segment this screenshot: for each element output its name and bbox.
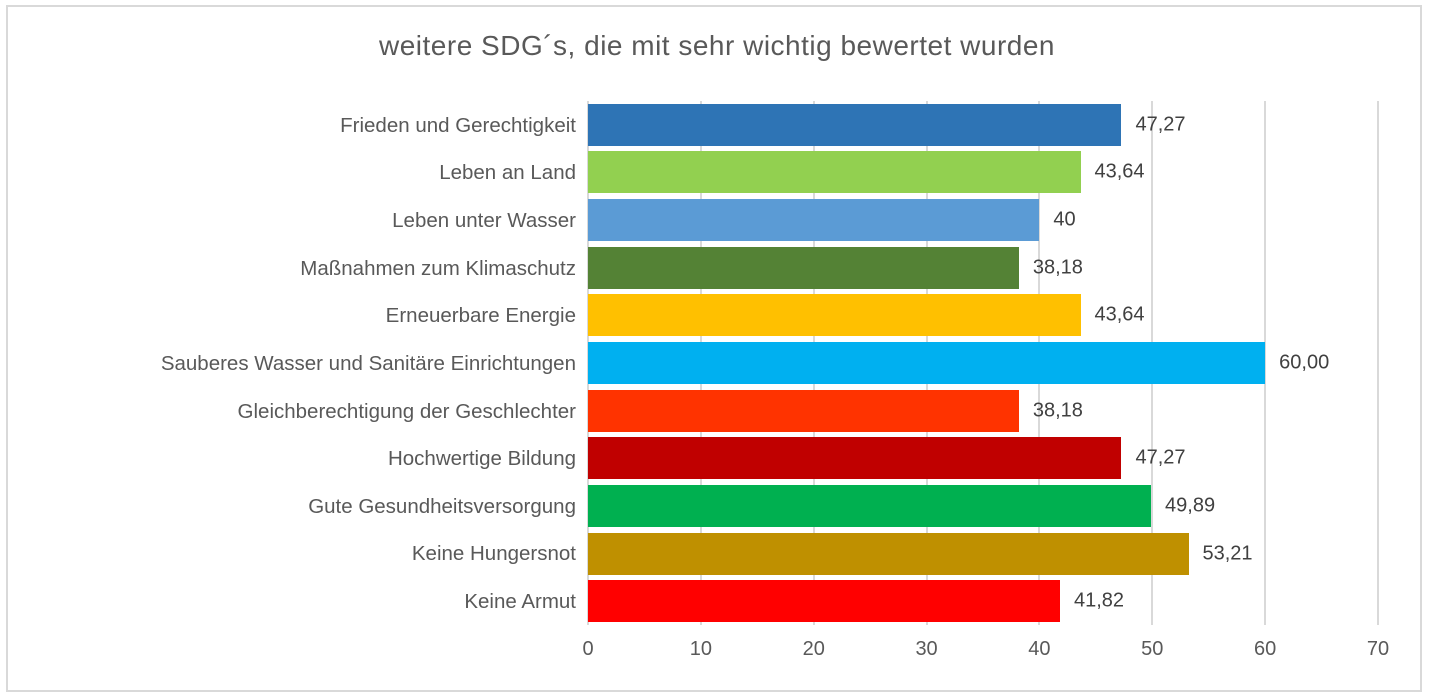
bar-row: 41,82 (588, 577, 1378, 625)
category-label: Sauberes Wasser und Sanitäre Einrichtung… (0, 339, 576, 387)
x-tick-label: 70 (1366, 638, 1390, 660)
gridline-60 (1264, 101, 1267, 625)
category-label-text: Leben an Land (439, 161, 576, 185)
bar-row: 49,89 (588, 482, 1378, 530)
bar-row: 38,18 (588, 244, 1378, 292)
data-label: 41,82 (1073, 589, 1125, 612)
category-label-text: Hochwertige Bildung (387, 447, 576, 471)
x-tick-label: 60 (1254, 638, 1277, 660)
category-label-text: Leben unter Wasser (392, 209, 576, 233)
category-label: Gleichberechtigung der Geschlechter (0, 387, 576, 435)
bar-row: 60,00 (588, 339, 1378, 387)
category-label: Keine Armut (0, 577, 576, 625)
bar-4 (588, 294, 1081, 337)
category-label-text: Keine Hungersnot (411, 542, 576, 566)
bar-8 (588, 484, 1152, 527)
bar-row: 47,27 (588, 101, 1378, 149)
data-label: 40 (1053, 208, 1076, 231)
x-tick-label: 50 (1141, 638, 1164, 660)
bar-6 (588, 389, 1019, 432)
bar-5 (588, 341, 1266, 384)
data-label: 47,27 (1135, 113, 1186, 136)
category-label-text: Frieden und Gerechtigkeit (340, 113, 576, 137)
bar-1 (588, 151, 1081, 194)
bar-row: 47,27 (588, 434, 1378, 482)
chart-title: weitere SDG´s, die mit sehr wichtig bewe… (379, 30, 1055, 61)
category-label: Leben unter Wasser (0, 196, 576, 244)
x-tick-label: 20 (802, 638, 825, 660)
category-label-text: Sauberes Wasser und Sanitäre Einrichtung… (160, 351, 576, 375)
bar-0 (588, 103, 1122, 146)
bar-3 (588, 246, 1019, 289)
category-label: Gute Gesundheitsversorgung (0, 482, 576, 530)
bar-row: 43,64 (588, 149, 1378, 197)
category-label: Frieden und Gerechtigkeit (0, 101, 576, 149)
category-label: Keine Hungersnot (0, 530, 576, 578)
plot-area: 47,27 43,64 40 38,18 43,64 60,00 38,18 47,27 49,… (587, 101, 1379, 625)
bar-10 (588, 580, 1060, 623)
bar-row: 38,18 (588, 387, 1378, 435)
bar-9 (588, 532, 1189, 575)
x-tick-label: 30 (915, 638, 938, 660)
category-label: Hochwertige Bildung (0, 434, 576, 482)
bar-row: 40 (588, 196, 1378, 244)
category-label-text: Erneuerbare Energie (385, 304, 576, 328)
category-label: Erneuerbare Energie (0, 292, 576, 340)
category-label-text: Gleichberechtigung der Geschlechter (237, 399, 576, 423)
category-label-text: Gute Gesundheitsversorgung (308, 494, 576, 518)
data-label: 43,64 (1094, 160, 1145, 183)
bar-7 (588, 437, 1122, 480)
bar-2 (588, 199, 1040, 242)
data-label: 43,64 (1094, 303, 1145, 326)
data-label: 38,18 (1032, 256, 1083, 279)
category-label-text: Maßnahmen zum Klimaschutz (300, 256, 576, 280)
data-label: 49,89 (1165, 494, 1216, 517)
data-label: 38,18 (1032, 399, 1083, 422)
x-tick-label: 40 (1028, 638, 1051, 660)
data-label: 60,00 (1279, 351, 1330, 374)
gridline-70 (1377, 101, 1379, 625)
category-label: Leben an Land (0, 149, 576, 197)
x-tick-label: 0 (582, 638, 594, 660)
category-label-text: Keine Armut (464, 590, 576, 614)
bar-row: 53,21 (588, 530, 1378, 578)
data-label: 53,21 (1202, 542, 1253, 565)
x-tick-label: 10 (689, 638, 712, 660)
data-label: 47,27 (1135, 446, 1186, 469)
category-label: Maßnahmen zum Klimaschutz (0, 244, 576, 292)
bar-row: 43,64 (588, 292, 1378, 340)
